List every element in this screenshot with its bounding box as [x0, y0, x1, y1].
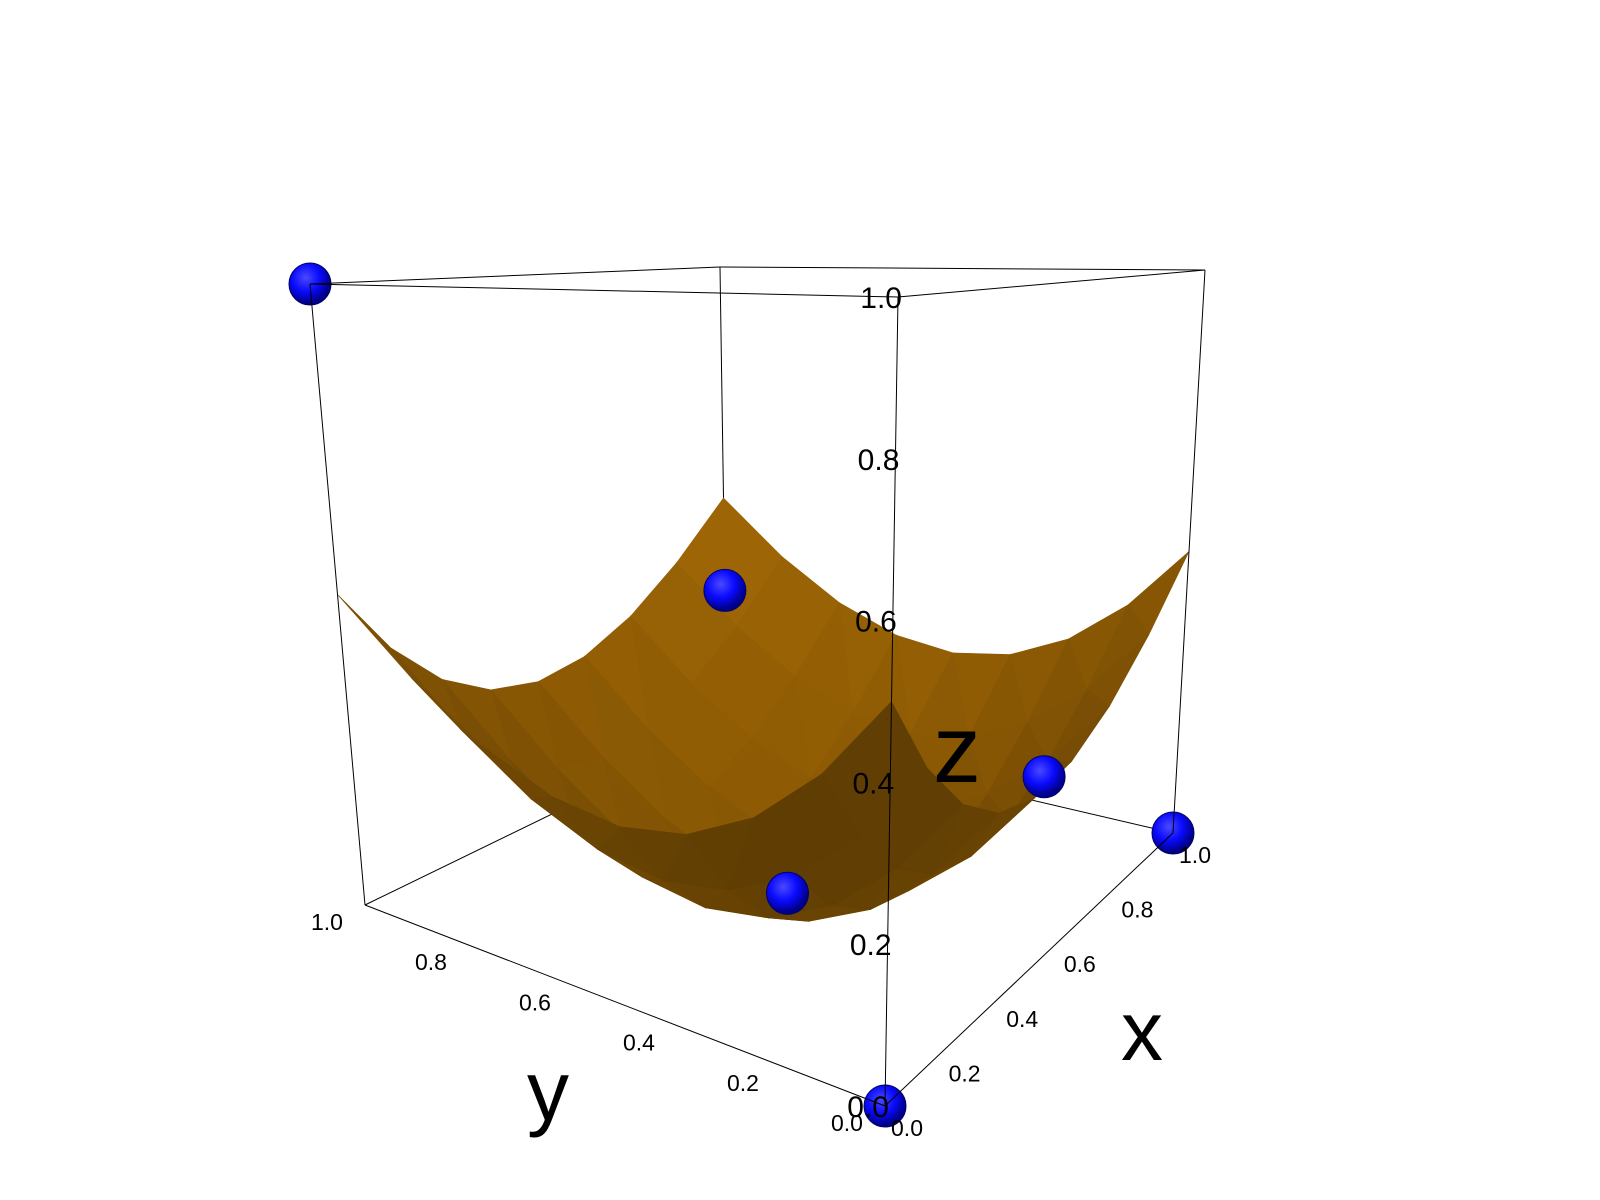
- x-axis-label: x: [1121, 984, 1163, 1078]
- axis-tick-labels: 0.0 0.2 0.4 0.6 0.8 1.0 0.0 0.2 0.4 0.6 0.8 1.0 0.0 0…: [311, 282, 1211, 1141]
- data-point-sphere: [766, 871, 809, 915]
- z-axis-label: z: [933, 696, 981, 803]
- tick-label: 1.0: [860, 282, 902, 315]
- box-edge: [884, 296, 899, 1107]
- box-edge: [309, 283, 899, 298]
- tick-label: 0.6: [1064, 951, 1096, 977]
- box-edge: [719, 266, 1206, 271]
- surface-facet: [686, 817, 755, 891]
- tick-label: 0.0: [847, 1091, 889, 1124]
- surface-mesh: [337, 497, 1190, 922]
- tick-label: 0.2: [727, 1070, 759, 1096]
- tick-label: 0.2: [949, 1060, 981, 1086]
- tick-label: 1.0: [311, 909, 343, 935]
- surface-facet: [753, 773, 823, 877]
- tick-label: 0.8: [858, 444, 900, 477]
- surface-facet: [411, 678, 484, 747]
- box-edge: [364, 904, 886, 1107]
- surface-facet: [551, 796, 621, 850]
- tick-label: 0.4: [852, 767, 894, 800]
- data-point-sphere: [703, 568, 747, 612]
- data-point-sphere: [1022, 755, 1066, 799]
- box-edge: [1172, 269, 1206, 834]
- surface-facet: [482, 746, 553, 800]
- y-axis-label: y: [527, 1044, 569, 1138]
- box-edge: [897, 269, 1206, 298]
- tick-label: 0.0: [891, 1115, 923, 1141]
- tick-label: 0.8: [415, 949, 447, 975]
- tick-label: 0.6: [855, 606, 897, 639]
- surface-facet: [619, 826, 688, 881]
- surface-facet: [337, 594, 413, 679]
- surface-facet: [821, 700, 893, 837]
- tick-label: 0.4: [1006, 1006, 1038, 1032]
- box-edge: [309, 266, 721, 285]
- bounding-box-front-edges: [309, 266, 1206, 1107]
- tick-label: 0.6: [519, 989, 551, 1015]
- tick-label: 0.2: [850, 929, 892, 962]
- tick-label: 1.0: [1179, 842, 1211, 868]
- box-edge: [884, 832, 1174, 1107]
- tick-label: 0.8: [1121, 897, 1153, 923]
- tick-label: 0.4: [623, 1030, 655, 1056]
- tick-label: 0.0: [831, 1110, 863, 1136]
- box-edge: [309, 283, 366, 906]
